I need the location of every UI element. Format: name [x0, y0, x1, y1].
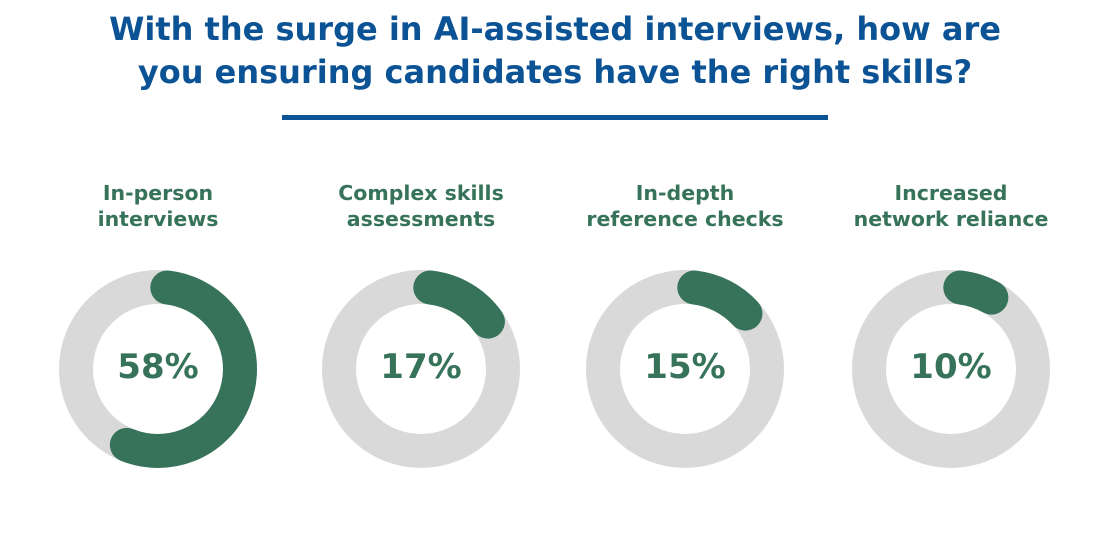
- donut-chart: [852, 270, 1050, 468]
- donut-label-line: Increased: [894, 181, 1008, 205]
- donut-value-arc: [586, 270, 784, 468]
- donut-label: Increased network reliance: [821, 180, 1081, 232]
- donut-value-label: 10%: [910, 347, 992, 387]
- donut-label: In-depth reference checks: [555, 180, 815, 232]
- donut-label-line: In-person: [102, 181, 214, 205]
- donut-chart: [322, 270, 520, 468]
- donut-label-line: interviews: [97, 207, 219, 231]
- chart-title: With the surge in AI-assisted interviews…: [0, 8, 1110, 94]
- donut-label-line: In-depth: [635, 181, 735, 205]
- donut-label: Complex skills assessments: [291, 180, 551, 232]
- donut-value-arc: [59, 270, 257, 468]
- donut-value-label: 58%: [117, 347, 199, 387]
- title-divider: [282, 115, 828, 120]
- donut-item-reference-checks: In-depth reference checks 15%: [555, 180, 815, 480]
- donut-item-in-person: In-person interviews 58%: [28, 180, 288, 480]
- donut-chart: [59, 270, 257, 468]
- donut-label: In-person interviews: [28, 180, 288, 232]
- donut-label-line: reference checks: [586, 207, 784, 231]
- chart-title-line-2: you ensuring candidates have the right s…: [137, 53, 973, 91]
- donut-value-label: 15%: [644, 347, 726, 387]
- donut-value-arc: [322, 270, 520, 468]
- donut-value-label: 17%: [380, 347, 462, 387]
- donut-label-line: assessments: [346, 207, 496, 231]
- chart-title-line-1: With the surge in AI-assisted interviews…: [109, 10, 1001, 48]
- donut-value-arc: [852, 270, 1050, 468]
- donut-chart: [586, 270, 784, 468]
- donut-label-line: Complex skills: [338, 181, 504, 205]
- donut-item-network-reliance: Increased network reliance 10%: [821, 180, 1081, 480]
- donut-item-skills-assessments: Complex skills assessments 17%: [291, 180, 551, 480]
- donut-label-line: network reliance: [853, 207, 1049, 231]
